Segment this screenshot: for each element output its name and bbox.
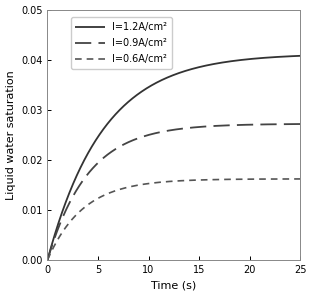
I=0.6A/cm² bbox=[162, 180, 166, 184]
Y-axis label: Liquid water saturation: Liquid water saturation bbox=[6, 70, 16, 200]
I=1.2A/cm² bbox=[245, 58, 248, 61]
Line: I=0.6A/cm²: I=0.6A/cm² bbox=[47, 179, 300, 260]
I=0.6A/cm² bbox=[291, 177, 295, 181]
I=0.9A/cm² bbox=[58, 221, 62, 225]
I=1.2A/cm² bbox=[46, 258, 49, 262]
I=0.9A/cm² bbox=[46, 258, 49, 262]
I=0.6A/cm² bbox=[58, 234, 62, 237]
I=0.9A/cm² bbox=[291, 122, 295, 126]
I=0.6A/cm² bbox=[245, 177, 248, 181]
I=0.9A/cm² bbox=[245, 123, 248, 127]
I=1.2A/cm² bbox=[168, 75, 172, 78]
Line: I=0.9A/cm²: I=0.9A/cm² bbox=[47, 124, 300, 260]
X-axis label: Time (s): Time (s) bbox=[151, 280, 197, 290]
I=0.9A/cm² bbox=[168, 128, 172, 132]
I=0.6A/cm² bbox=[298, 177, 302, 181]
I=1.2A/cm² bbox=[298, 54, 302, 58]
I=0.9A/cm² bbox=[162, 130, 166, 133]
I=1.2A/cm² bbox=[291, 54, 295, 58]
I=1.2A/cm² bbox=[162, 77, 166, 81]
I=0.9A/cm² bbox=[298, 122, 302, 126]
I=0.6A/cm² bbox=[46, 258, 49, 262]
Legend: I=1.2A/cm², I=0.9A/cm², I=0.6A/cm²: I=1.2A/cm², I=0.9A/cm², I=0.6A/cm² bbox=[71, 17, 172, 69]
I=1.2A/cm² bbox=[291, 54, 295, 58]
I=1.2A/cm² bbox=[58, 215, 62, 219]
Line: I=1.2A/cm²: I=1.2A/cm² bbox=[47, 56, 300, 260]
I=0.6A/cm² bbox=[291, 177, 295, 181]
I=0.9A/cm² bbox=[291, 122, 295, 126]
I=0.6A/cm² bbox=[168, 180, 172, 183]
